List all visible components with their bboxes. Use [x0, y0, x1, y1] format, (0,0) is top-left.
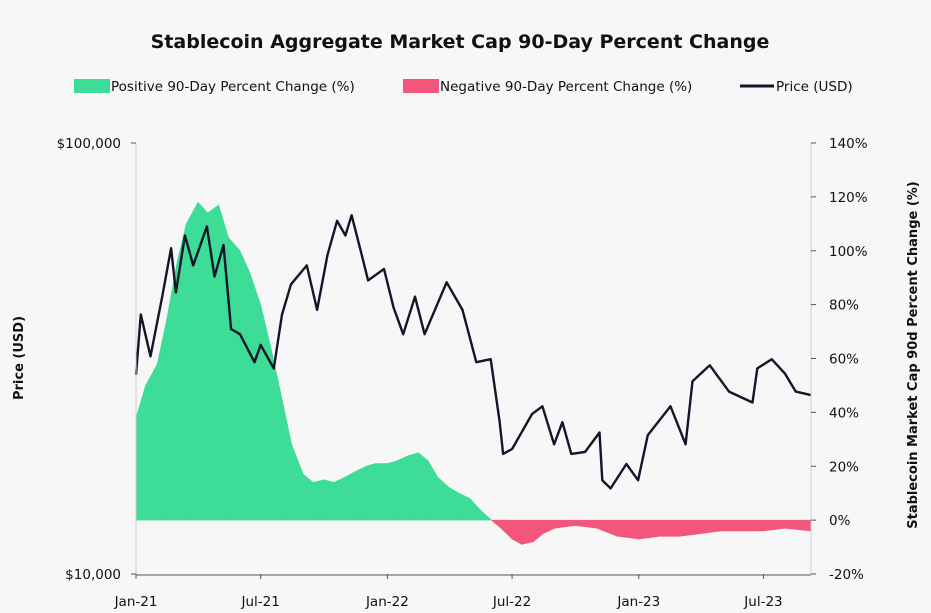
axis-ticks: Jan-21 Jul-21 Jan-22 Jul-22 Jan-23 Jul-23 $10,… — [57, 136, 868, 610]
right-tick-label: 140% — [829, 136, 868, 152]
right-tick-label: 0% — [829, 513, 851, 529]
x-tick-label: Jul-23 — [743, 594, 782, 610]
plot-area — [134, 201, 812, 545]
legend: Positive 90-Day Percent Change (%) Negat… — [74, 79, 853, 95]
right-tick-label: -20% — [829, 567, 864, 583]
axes: Jan-21 Jul-21 Jan-22 Jul-22 Jan-23 Jul-23 $10,… — [57, 136, 868, 610]
legend-label-price: Price (USD) — [776, 79, 853, 95]
x-tick-label: Jul-21 — [240, 594, 279, 610]
price-line — [134, 214, 812, 490]
right-tick-label: 40% — [829, 405, 859, 421]
chart-title: Stablecoin Aggregate Market Cap 90-Day P… — [151, 31, 770, 53]
x-tick-label: Jan-21 — [114, 594, 158, 610]
right-tick-label: 60% — [829, 352, 859, 368]
right-axis-title: Stablecoin Market Cap 90d Percent Change… — [906, 181, 921, 529]
x-tick-label: Jul-22 — [492, 594, 531, 610]
x-tick-label: Jan-23 — [616, 594, 660, 610]
left-tick-label: $100,000 — [57, 136, 121, 152]
legend-label-negative: Negative 90-Day Percent Change (%) — [440, 79, 692, 95]
right-tick-label: 80% — [829, 298, 859, 314]
negative-change-area — [490, 519, 812, 545]
left-tick-label: $10,000 — [65, 567, 121, 583]
right-tick-label: 20% — [829, 459, 859, 475]
positive-change-area — [135, 201, 493, 521]
legend-swatch-positive — [74, 79, 110, 93]
legend-swatch-negative — [403, 79, 439, 93]
x-tick-label: Jan-22 — [365, 594, 409, 610]
right-tick-label: 120% — [829, 190, 868, 206]
legend-label-positive: Positive 90-Day Percent Change (%) — [111, 79, 355, 95]
left-axis-title: Price (USD) — [12, 316, 27, 400]
right-tick-label: 100% — [829, 244, 868, 260]
